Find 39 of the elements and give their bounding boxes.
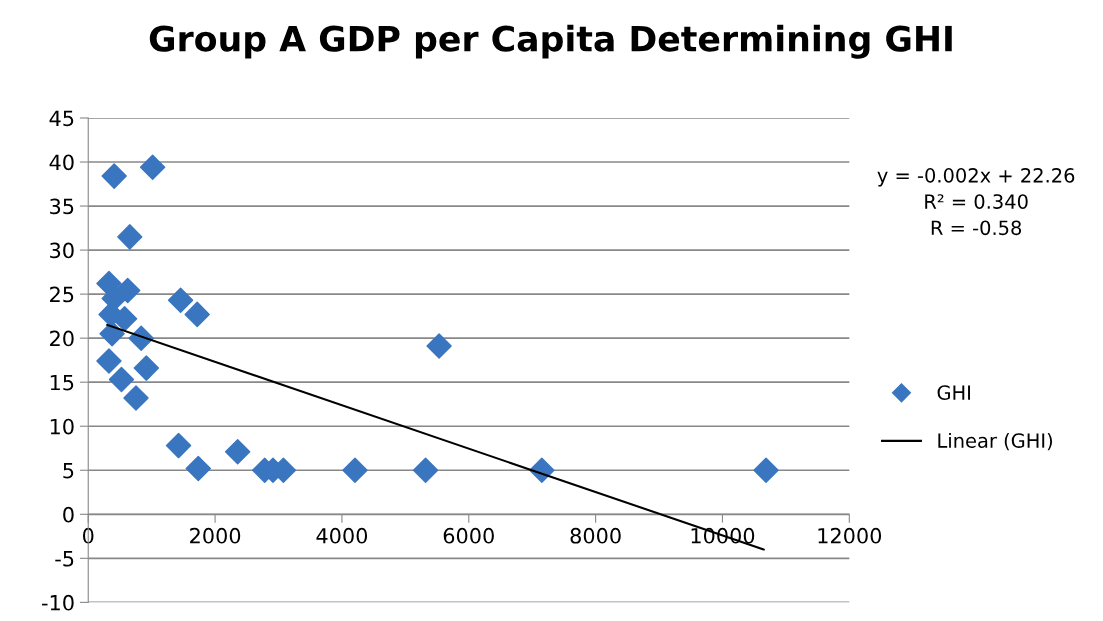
point xyxy=(184,301,210,328)
y-tick-label: 15 xyxy=(50,374,74,391)
chart-title: Group A GDP per Capita Determining GHI xyxy=(149,24,952,59)
point xyxy=(133,355,160,381)
text: y = -0.002x + 22.26 R² = 0.340 R = -0.58 xyxy=(877,168,1075,236)
point xyxy=(165,432,192,459)
y-tick-label: 0 xyxy=(63,506,74,523)
point xyxy=(426,333,452,359)
y-tick-label: 5 xyxy=(63,462,74,479)
point xyxy=(123,385,149,411)
point xyxy=(117,224,143,250)
y-tick-label: 35 xyxy=(50,198,74,215)
point xyxy=(139,154,166,181)
y-tick-label: 45 xyxy=(49,110,74,127)
point xyxy=(96,348,122,374)
x-tick-label: 8000 xyxy=(570,527,621,544)
point xyxy=(185,455,212,482)
point xyxy=(167,287,194,314)
y-tick-label: 20 xyxy=(50,330,74,347)
y-tick-label: 30 xyxy=(50,242,74,259)
x-tick-label: 4000 xyxy=(316,527,368,544)
x-tick-label: 12000 xyxy=(818,527,882,544)
y-tick-label: -5 xyxy=(55,551,74,567)
legend-label: GHI xyxy=(937,385,970,400)
legend-label: Linear (GHI) xyxy=(938,432,1053,451)
point xyxy=(342,457,368,483)
x-tick-label: 6000 xyxy=(443,527,494,544)
point xyxy=(224,439,251,465)
y-tick-label: -10 xyxy=(42,594,74,611)
point xyxy=(753,457,779,483)
y-tick-label: 25 xyxy=(50,286,74,303)
point xyxy=(108,366,135,393)
point xyxy=(412,457,439,483)
x-tick-label: 2000 xyxy=(190,527,241,544)
point xyxy=(114,277,141,304)
y-tick-label: 10 xyxy=(50,418,74,435)
y-tick-label: 40 xyxy=(49,154,74,171)
x-tick-label: 0 xyxy=(82,527,94,544)
point xyxy=(101,163,127,189)
